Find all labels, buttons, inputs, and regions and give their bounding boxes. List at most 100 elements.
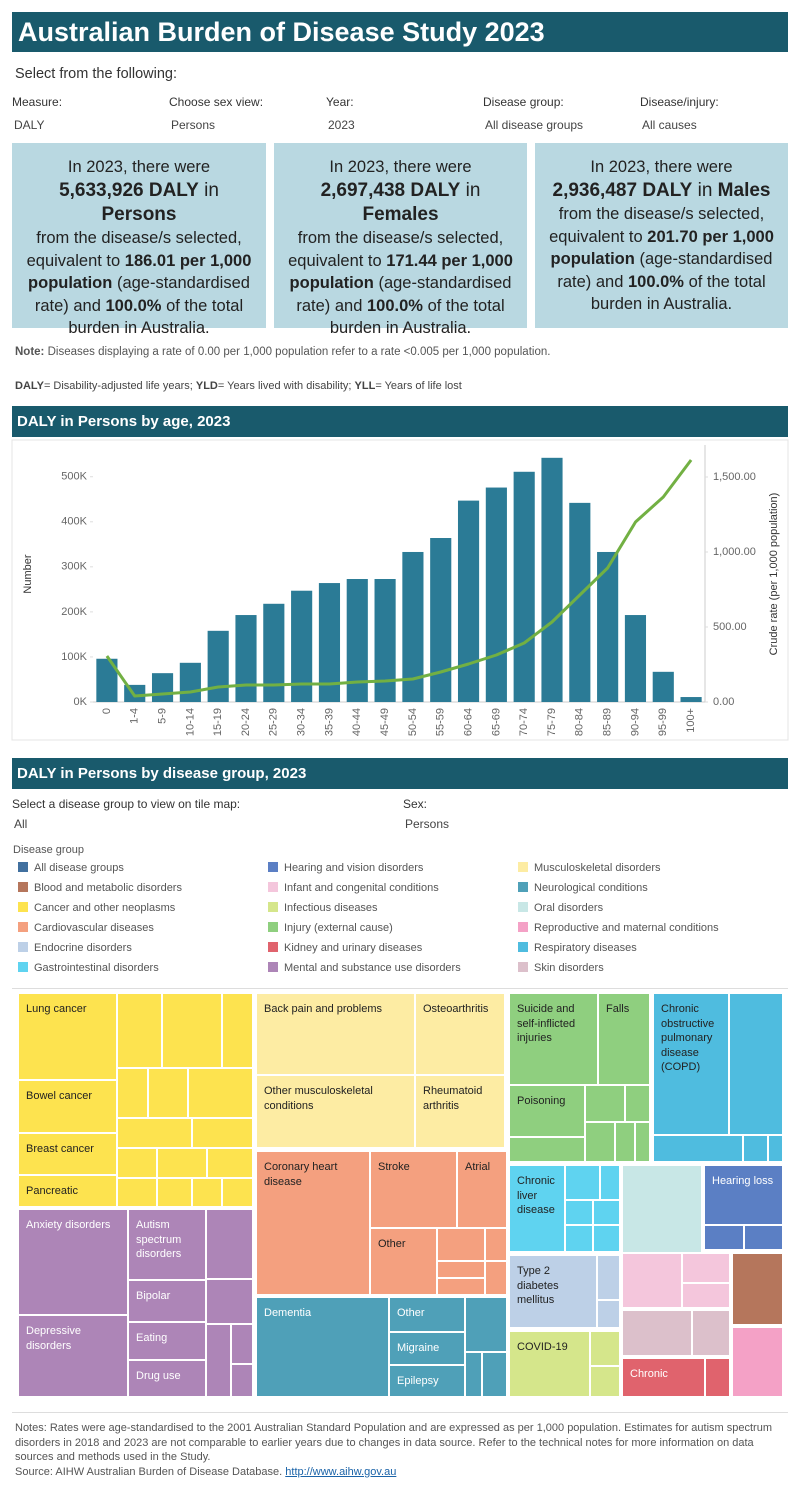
bar [652, 671, 674, 702]
y-axis-title: Number [22, 554, 34, 593]
treemap-tile [206, 1279, 253, 1324]
treemap-tile [597, 1300, 620, 1328]
selector: Sex: Persons [403, 797, 449, 831]
treemap-tile: Stroke [370, 1151, 457, 1228]
definitions: DALY= Disability-adjusted life years; YL… [15, 380, 462, 392]
card-text2: (age-standardised rate) and [34, 274, 250, 315]
treemap-tile [157, 1178, 192, 1207]
treemap-tile [729, 993, 783, 1135]
treemap-tile [600, 1165, 620, 1200]
bar [291, 590, 313, 702]
treemap-tile [743, 1135, 768, 1162]
x-tick-label: 95-99 [657, 708, 669, 736]
treemap-tile [157, 1148, 207, 1178]
card-share: 100.0% [628, 272, 684, 291]
legend-swatch [518, 922, 528, 932]
x-tick-label: 15-19 [212, 708, 224, 736]
treemap-tile: Hearing loss [704, 1165, 783, 1225]
bar [96, 658, 118, 702]
x-tick-label: 60-64 [462, 708, 474, 736]
card-text3: of the total burden in Australia. [329, 296, 505, 338]
summary-card: In 2023, there were 2,936,487 DALY in Mal… [535, 143, 788, 328]
legend-label: Infectious diseases [284, 902, 378, 914]
treemap-tile [117, 1178, 157, 1207]
x-tick-label: 10-14 [184, 708, 196, 736]
treemap-tile [622, 1310, 692, 1356]
treemap-tile [597, 1255, 620, 1300]
bar [569, 502, 591, 702]
y-tick-label: 300K [61, 561, 87, 573]
card-share: 100.0% [367, 296, 423, 315]
x-tick-label: 30-34 [296, 708, 308, 736]
legend-swatch [518, 862, 528, 872]
treemap-tile: Breast cancer [18, 1133, 117, 1175]
legend-label: Cancer and other neoplasms [34, 902, 176, 914]
legend-item: Blood and metabolic disorders [18, 882, 182, 894]
legend-item: Injury (external cause) [268, 922, 393, 934]
note: Note: Diseases displaying a rate of 0.00… [15, 346, 550, 358]
card-text1: from the disease/s selected, equivalent … [549, 205, 765, 246]
treemap-tile [565, 1165, 600, 1200]
selector: Select a disease group to view on tile m… [12, 797, 240, 831]
y-tick-label: 400K [61, 516, 87, 528]
legend-swatch [18, 862, 28, 872]
filter-label: Disease group: [483, 95, 564, 109]
treemap-tile: Chronic [622, 1358, 705, 1397]
definition-text: = Years lived with disability; [217, 380, 352, 392]
treemap-tile [188, 1068, 253, 1118]
x-tick-label: 40-44 [351, 708, 363, 736]
treemap-tile [437, 1278, 485, 1295]
treemap-tile [437, 1228, 485, 1261]
treemap-tile [585, 1085, 625, 1122]
bar [207, 630, 229, 702]
legend-label: Blood and metabolic disorders [34, 882, 182, 894]
treemap-tile [590, 1366, 620, 1397]
treemap-tile [653, 1135, 743, 1162]
treemap-tile [117, 1068, 148, 1118]
treemap-tile: Other [389, 1297, 465, 1332]
legend-label: Gastrointestinal disorders [34, 962, 159, 974]
section-title: DALY in Persons by age, 2023 [12, 406, 788, 437]
legend-item: Gastrointestinal disorders [18, 962, 159, 974]
legend-swatch [518, 902, 528, 912]
bar [597, 551, 619, 702]
y-tick-label: 100K [61, 651, 87, 663]
legend-label: Injury (external cause) [284, 922, 393, 934]
y2-tick-label: 0.00 [713, 696, 734, 708]
treemap-tile [732, 1327, 783, 1397]
treemap-tile [635, 1122, 650, 1162]
treemap-tile [162, 993, 222, 1068]
treemap-tile: Suicide and self-inflicted injuries [509, 993, 598, 1085]
card-headline: 5,633,926 DALY in Persons [22, 179, 256, 227]
card-text3: of the total burden in Australia. [590, 272, 766, 314]
legend-item: Infectious diseases [268, 902, 378, 914]
treemap-tile: Pancreatic [18, 1175, 117, 1207]
legend-item: Respiratory diseases [518, 942, 637, 954]
treemap-tile: Other [370, 1228, 437, 1295]
legend-item: Skin disorders [518, 962, 604, 974]
treemap-tile: Back pain and problems [256, 993, 415, 1075]
filter-value: DALY [14, 118, 45, 132]
source-link[interactable]: http://www.aihw.gov.au [285, 1465, 397, 1478]
treemap-tile [117, 1118, 192, 1148]
filter: Disease/injury: All causes [640, 95, 719, 132]
card-body: from the disease/s selected, equivalent … [22, 227, 256, 340]
footer: Notes: Rates were age-standardised to th… [15, 1421, 785, 1479]
legend-swatch [18, 902, 28, 912]
definition-text: = Years of life lost [375, 380, 462, 392]
treemap-tile: Drug use [128, 1360, 206, 1397]
treemap-tile [692, 1310, 730, 1356]
legend-label: Endocrine disorders [34, 942, 132, 954]
card-text3: of the total burden in Australia. [68, 296, 244, 338]
bar [430, 538, 452, 702]
legend-item: Kidney and urinary diseases [268, 942, 422, 954]
treemap-tile [148, 1068, 188, 1118]
definition-term: DALY [15, 380, 44, 392]
treemap-tile: Other musculoskeletal conditions [256, 1075, 415, 1148]
x-tick-label: 35-39 [323, 708, 335, 736]
definition-text: = Disability-adjusted life years; [43, 380, 193, 392]
x-tick-label: 0 [101, 708, 113, 714]
treemap-tile: Depressive disorders [18, 1315, 128, 1397]
card-text2: (age-standardised rate) and [296, 274, 512, 315]
legend-item: Cancer and other neoplasms [18, 902, 175, 914]
